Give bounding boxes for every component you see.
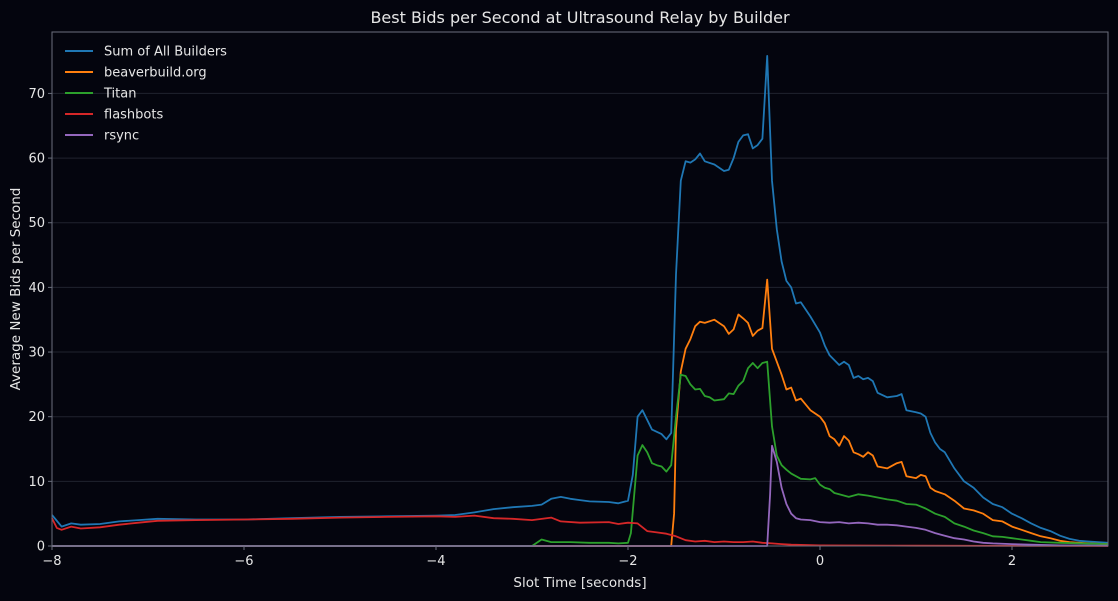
x-axis-label: Slot Time [seconds] (513, 575, 646, 591)
series-line-rsync (52, 444, 1109, 547)
y-axis-label: Average New Bids per Second (8, 188, 24, 391)
legend-label: beaverbuild.org (104, 66, 207, 81)
y-tick-label: 20 (28, 410, 45, 425)
series-line-flashbots (51, 514, 1109, 547)
y-tick-label: 10 (28, 475, 45, 490)
series-lines (51, 55, 1109, 547)
x-tick-label: 0 (816, 554, 824, 569)
legend-label: flashbots (104, 108, 163, 123)
x-tick-label: 2 (1008, 554, 1016, 569)
grid-lines (52, 92, 1108, 482)
series-line-titan (52, 360, 1109, 547)
y-tick-label: 40 (28, 281, 45, 296)
chart-title: Best Bids per Second at Ultrasound Relay… (370, 8, 790, 27)
series-line-beaverbuild-org (52, 278, 1109, 547)
legend: Sum of All Builders beaverbuild.org Titan f… (65, 45, 227, 144)
y-tick-label: 60 (28, 152, 45, 167)
legend-label: Sum of All Builders (104, 45, 227, 60)
x-tick-label: −4 (426, 554, 445, 569)
x-tick-label: −2 (618, 554, 637, 569)
plot-frame (51, 31, 1109, 547)
x-axis-ticks: −8 −6 −4 −2 0 2 (42, 546, 1016, 569)
x-tick-label: −6 (234, 554, 253, 569)
y-tick-label: 30 (28, 346, 45, 361)
y-tick-label: 50 (28, 216, 45, 231)
x-tick-label: −8 (42, 554, 61, 569)
series-line-sum-of-all-builders (51, 55, 1109, 544)
y-axis-ticks: 0 10 20 30 40 50 60 70 (28, 87, 52, 555)
y-tick-label: 0 (37, 540, 45, 555)
legend-label: rsync (104, 129, 139, 144)
legend-label: Titan (103, 87, 136, 102)
y-tick-label: 70 (28, 87, 45, 102)
